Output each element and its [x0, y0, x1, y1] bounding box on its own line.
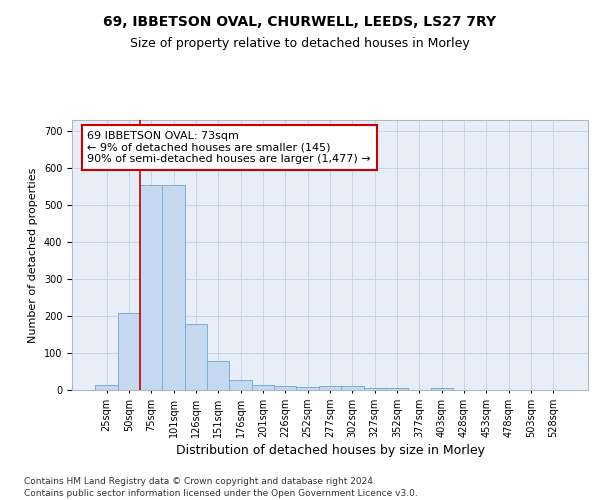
- Bar: [386, 388, 408, 390]
- Bar: [118, 314, 140, 390]
- Bar: [140, 186, 163, 390]
- Bar: [95, 385, 118, 390]
- Bar: [341, 386, 364, 390]
- Bar: [364, 388, 386, 390]
- Bar: [319, 386, 341, 390]
- Text: 69 IBBETSON OVAL: 73sqm
← 9% of detached houses are smaller (145)
90% of semi-de: 69 IBBETSON OVAL: 73sqm ← 9% of detached…: [88, 131, 371, 164]
- Text: Contains public sector information licensed under the Open Government Licence v3: Contains public sector information licen…: [24, 489, 418, 498]
- Bar: [207, 361, 229, 390]
- X-axis label: Distribution of detached houses by size in Morley: Distribution of detached houses by size …: [176, 444, 485, 457]
- Text: Contains HM Land Registry data © Crown copyright and database right 2024.: Contains HM Land Registry data © Crown c…: [24, 478, 376, 486]
- Y-axis label: Number of detached properties: Number of detached properties: [28, 168, 38, 342]
- Bar: [163, 186, 185, 390]
- Text: Size of property relative to detached houses in Morley: Size of property relative to detached ho…: [130, 38, 470, 51]
- Bar: [274, 386, 296, 390]
- Bar: [431, 388, 453, 390]
- Bar: [296, 387, 319, 390]
- Bar: [229, 380, 252, 390]
- Text: 69, IBBETSON OVAL, CHURWELL, LEEDS, LS27 7RY: 69, IBBETSON OVAL, CHURWELL, LEEDS, LS27…: [103, 15, 497, 29]
- Bar: [252, 385, 274, 390]
- Bar: [185, 324, 207, 390]
